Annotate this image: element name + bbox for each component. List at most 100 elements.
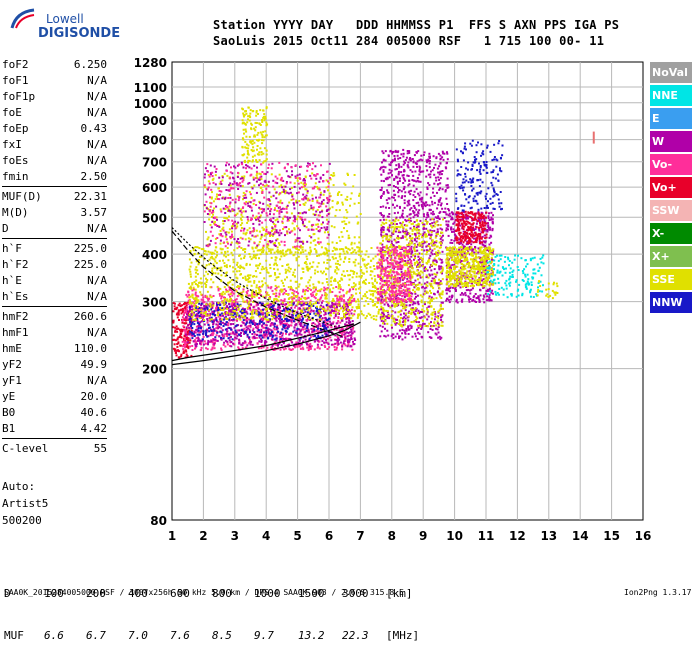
echo-point: [263, 113, 265, 115]
echo-point: [309, 175, 311, 177]
echo-point: [254, 242, 256, 244]
echo-point: [218, 226, 220, 228]
echo-point: [219, 267, 221, 269]
echo-point: [230, 244, 232, 246]
echo-point: [215, 242, 217, 244]
echo-point: [259, 249, 261, 251]
echo-point: [305, 339, 307, 341]
echo-point: [323, 262, 325, 264]
echo-point: [387, 317, 389, 319]
echo-point: [213, 339, 215, 341]
echo-point: [260, 163, 262, 165]
echo-point: [225, 340, 227, 342]
echo-point: [318, 214, 320, 216]
echo-point: [230, 323, 232, 325]
echo-point: [210, 231, 212, 233]
echo-point: [320, 194, 322, 196]
echo-point: [209, 296, 211, 298]
echo-point: [193, 340, 195, 342]
echo-point: [325, 313, 327, 315]
echo-point: [343, 300, 345, 302]
echo-point: [295, 200, 297, 202]
echo-point: [352, 315, 354, 317]
echo-point: [211, 172, 213, 174]
echo-point: [191, 327, 193, 329]
echo-point: [421, 249, 423, 251]
echo-point: [406, 278, 408, 280]
echo-point: [310, 309, 312, 311]
echo-point: [237, 213, 239, 215]
echo-point: [266, 292, 268, 294]
echo-point: [347, 252, 349, 254]
echo-point: [267, 285, 269, 287]
echo-point: [347, 173, 349, 175]
echo-point: [223, 325, 225, 327]
echo-point: [344, 223, 346, 225]
echo-point: [340, 288, 342, 290]
echo-point: [275, 182, 277, 184]
echo-point: [257, 343, 259, 345]
echo-point: [300, 182, 302, 184]
echo-point: [208, 236, 210, 238]
echo-point: [327, 255, 329, 257]
echo-point: [293, 216, 295, 218]
echo-point: [222, 322, 224, 324]
echo-point: [373, 265, 375, 267]
echo-point: [232, 208, 234, 210]
echo-point: [215, 174, 217, 176]
echo-point: [197, 340, 199, 342]
echo-point: [191, 345, 193, 347]
echo-point: [267, 287, 269, 289]
echo-point: [266, 246, 268, 248]
echo-point: [326, 210, 328, 212]
echo-point: [240, 247, 242, 249]
echo-point: [234, 305, 236, 307]
echo-point: [271, 318, 273, 320]
echo-point: [220, 280, 222, 282]
echo-point: [246, 121, 248, 123]
echo-point: [417, 295, 419, 297]
echo-point: [251, 322, 253, 324]
echo-point: [262, 109, 264, 111]
echo-point: [344, 184, 346, 186]
echo-point: [178, 350, 180, 352]
echo-point: [205, 286, 207, 288]
echo-point: [251, 207, 253, 209]
echo-point: [205, 334, 207, 336]
echo-point: [294, 335, 296, 337]
echo-point: [359, 193, 361, 195]
echo-point: [364, 264, 366, 266]
echo-point: [293, 320, 295, 322]
echo-point: [276, 314, 278, 316]
echo-point: [417, 302, 419, 304]
echo-point: [290, 325, 292, 327]
echo-point: [220, 327, 222, 329]
echo-point: [210, 334, 212, 336]
echo-point: [337, 263, 339, 265]
echo-point: [273, 300, 275, 302]
echo-point: [318, 255, 320, 257]
echo-point: [364, 265, 366, 267]
echo-point: [303, 303, 305, 305]
echo-point: [343, 295, 345, 297]
echo-point: [243, 288, 245, 290]
echo-point: [352, 341, 354, 343]
echo-point: [215, 171, 217, 173]
echo-point: [327, 237, 329, 239]
echo-point: [184, 303, 186, 305]
echo-point: [283, 348, 285, 350]
echo-point: [428, 277, 430, 279]
echo-point: [228, 303, 230, 305]
echo-point: [262, 184, 264, 186]
echo-point: [299, 229, 301, 231]
echo-point: [333, 172, 335, 174]
echo-point: [224, 333, 226, 335]
echo-point: [434, 293, 436, 295]
echo-point: [258, 224, 260, 226]
echo-point: [292, 198, 294, 200]
echo-point: [333, 258, 335, 260]
echo-point: [234, 337, 236, 339]
echo-point: [223, 208, 225, 210]
echo-point: [279, 206, 281, 208]
echo-point: [261, 151, 263, 153]
